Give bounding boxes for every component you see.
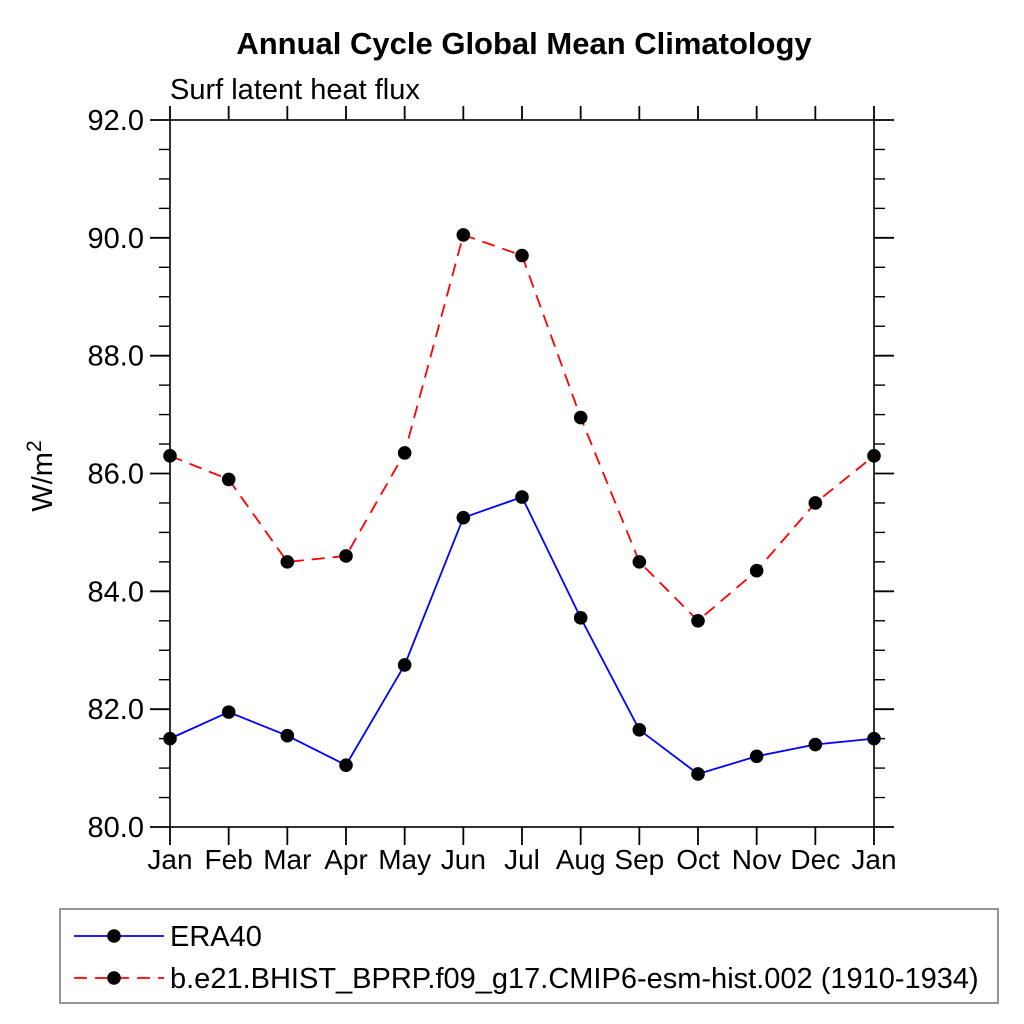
series-1-marker bbox=[808, 496, 823, 510]
series-line-1 bbox=[169, 233, 875, 623]
x-axis-tick-label: May bbox=[378, 844, 431, 875]
series-1-marker bbox=[867, 449, 881, 463]
y-axis-tick-label: 82.0 bbox=[88, 694, 144, 726]
x-axis-tick-label: Jan bbox=[147, 844, 192, 875]
series-1-marker bbox=[456, 228, 471, 242]
chart-title: Annual Cycle Global Mean Climatology bbox=[236, 26, 812, 61]
plot-border bbox=[169, 119, 875, 828]
x-axis-tick-label: Dec bbox=[790, 844, 840, 875]
x-axis-tick-label: Jan bbox=[851, 844, 896, 875]
y-axis-tick-label: 84.0 bbox=[88, 576, 144, 608]
x-axis-tick-label: Aug bbox=[556, 844, 606, 875]
series-line-0 bbox=[169, 495, 875, 775]
series-1-marker bbox=[515, 248, 529, 263]
legend-label-1: b.e21.BHIST_BPRP.f09_g17.CMIP6-esm-hist.… bbox=[170, 963, 979, 995]
series-1-marker bbox=[163, 449, 177, 463]
y-axis-tick-label: 90.0 bbox=[88, 223, 144, 255]
series-0-marker bbox=[691, 767, 705, 781]
x-axis-tick-label: Nov bbox=[732, 844, 782, 875]
legend-sample-marker-1 bbox=[107, 971, 121, 985]
series-1-marker bbox=[749, 563, 764, 578]
series-0-marker bbox=[280, 728, 295, 743]
series-1-marker bbox=[632, 555, 647, 569]
series-1-marker bbox=[691, 613, 705, 628]
legend-label-0: ERA40 bbox=[170, 921, 262, 953]
plot-series bbox=[163, 228, 881, 781]
y-axis-tick-label: 88.0 bbox=[88, 341, 144, 373]
series-1-marker bbox=[397, 446, 412, 460]
legend-border bbox=[59, 908, 999, 1004]
x-axis-tick-label: Apr bbox=[324, 844, 368, 875]
x-axis-tick-label: Oct bbox=[676, 844, 720, 875]
series-0-marker bbox=[397, 658, 412, 672]
y-axis-tick-label: 80.0 bbox=[88, 812, 144, 844]
series-0-marker bbox=[573, 611, 588, 625]
y-axis-label: W/m2 bbox=[23, 440, 59, 511]
series-1-marker bbox=[573, 410, 588, 425]
x-axis-tick-label: Jul bbox=[504, 844, 540, 875]
plot-frame bbox=[169, 119, 875, 828]
legend-sample-marker-0 bbox=[107, 929, 121, 943]
y-axis-tick-label: 92.0 bbox=[88, 105, 144, 137]
x-axis-tick-label: Mar bbox=[263, 844, 311, 875]
legend-box: ERA40 b.e21.BHIST_BPRP.f09_g17.CMIP6-esm-… bbox=[59, 908, 999, 1004]
series-0-marker bbox=[456, 510, 471, 525]
series-0-marker bbox=[867, 731, 881, 746]
axis-ticks: Jan Feb Mar Apr May Jun Jul Aug Sep Oct Nov Dec Jan8… bbox=[88, 105, 897, 875]
y-axis-label-base: W/m bbox=[27, 452, 59, 512]
series-0-marker bbox=[632, 722, 647, 737]
x-axis-tick-label: Jun bbox=[441, 844, 486, 875]
y-axis-tick-label: 86.0 bbox=[88, 459, 144, 491]
series-0-marker bbox=[339, 758, 353, 772]
y-axis-label-exponent: 2 bbox=[23, 440, 46, 452]
series-0-marker bbox=[749, 749, 764, 764]
series-0-marker bbox=[808, 737, 823, 752]
series-1-marker bbox=[339, 549, 353, 563]
x-axis-tick-label: Sep bbox=[614, 844, 664, 875]
series-1-marker bbox=[221, 472, 236, 487]
series-0-marker bbox=[221, 705, 236, 719]
series-0-marker bbox=[163, 731, 177, 746]
x-axis-tick-label: Feb bbox=[205, 844, 253, 875]
series-1-marker bbox=[280, 555, 295, 569]
series-0-marker bbox=[515, 490, 529, 504]
chart-subtitle: Surf latent heat flux bbox=[170, 74, 420, 106]
